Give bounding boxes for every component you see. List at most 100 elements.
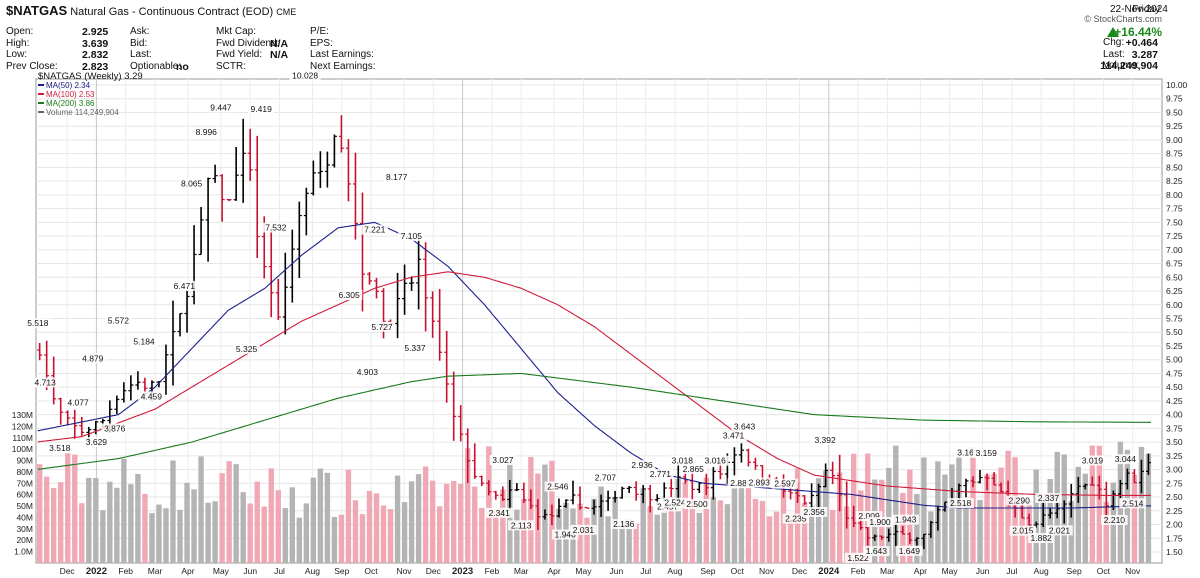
quote-value: +0.464 xyxy=(1125,37,1158,49)
volume-bar xyxy=(998,467,1004,563)
volume-bar xyxy=(93,477,99,563)
quote-label: High: xyxy=(6,37,30,49)
quote-day: Friday xyxy=(1132,4,1160,15)
volume-bar xyxy=(703,477,710,563)
instrument-name: Natural Gas - Continuous Contract (EOD) xyxy=(70,6,274,18)
volume-bar xyxy=(198,456,204,563)
annotation-label: 3.392 xyxy=(814,435,836,445)
volume-bar xyxy=(51,487,57,563)
volume-bar xyxy=(696,512,703,563)
annotation-bg xyxy=(844,552,872,563)
volume-bar xyxy=(1131,474,1138,563)
volume-tick-label: 120M xyxy=(12,421,33,431)
annotation-bg xyxy=(46,443,74,454)
annotation-bg xyxy=(401,343,429,354)
annotation-bg xyxy=(207,102,235,113)
volume-bar xyxy=(436,506,443,563)
x-tick-label: Mar xyxy=(880,566,895,576)
x-tick-label: 2023 xyxy=(452,566,473,577)
annotation-bg xyxy=(101,423,128,434)
volume-bar xyxy=(1103,501,1110,563)
copyright: © StockCharts.com xyxy=(1084,14,1162,24)
annotation-bg xyxy=(368,321,396,332)
volume-bar xyxy=(296,517,303,563)
x-tick-label: Feb xyxy=(851,566,866,576)
price-tick-label: 8.50 xyxy=(1166,162,1183,172)
price-tick-label: 9.75 xyxy=(1166,94,1183,104)
quote-label: Bid: xyxy=(130,37,148,49)
annotation-label: 5.184 xyxy=(133,337,155,347)
volume-bar xyxy=(914,493,920,563)
volume-bar xyxy=(191,489,197,563)
annotation-bg xyxy=(647,469,674,480)
annotation-label: 4.879 xyxy=(82,353,104,363)
x-tick-label: May xyxy=(213,566,230,576)
annotation-label: 3.044 xyxy=(1115,454,1137,464)
price-tick-label: 5.25 xyxy=(1166,341,1183,351)
price-tick-label: 7.00 xyxy=(1166,245,1183,255)
price-tick-label: 2.00 xyxy=(1166,520,1183,530)
volume-bar xyxy=(893,445,899,563)
price-tick-label: 2.25 xyxy=(1166,506,1183,516)
volume-bar xyxy=(443,483,450,563)
annotation-bg xyxy=(354,367,381,378)
annotation-bg xyxy=(289,70,321,81)
annotation-label: 5.325 xyxy=(236,344,258,354)
x-tick-label: Apr xyxy=(914,566,927,576)
volume-bar xyxy=(247,503,253,563)
price-tick-label: 10.00 xyxy=(1166,80,1188,90)
volume-bar xyxy=(163,508,169,563)
volume-bar xyxy=(612,498,618,563)
volume-bar xyxy=(387,509,394,563)
volume-bars xyxy=(36,441,1152,563)
annotation-bg xyxy=(138,391,165,402)
x-tick-label: Nov xyxy=(759,566,775,576)
x-tick-label: Sep xyxy=(1067,566,1082,576)
annotation-bg xyxy=(262,222,290,233)
annotation-label: 2.021 xyxy=(1049,525,1071,535)
volume-bar xyxy=(359,514,366,563)
quote-label: Fwd Dividend: xyxy=(216,37,280,49)
volume-bar xyxy=(338,514,345,563)
ohlc-bars xyxy=(37,115,1151,550)
annotation-bg xyxy=(79,353,107,364)
annotation-label: 2.009 xyxy=(858,511,880,521)
annotation-bg xyxy=(866,517,894,528)
annotation-label: 1.900 xyxy=(869,517,891,527)
volume-bar xyxy=(394,475,401,563)
volume-bar xyxy=(514,509,520,563)
quote-value: 2.925 xyxy=(82,26,109,38)
annotation-label: 9.419 xyxy=(251,104,273,114)
annotation-bg xyxy=(31,377,59,388)
price-tick-label: 5.75 xyxy=(1166,314,1183,324)
volume-tick-label: 90M xyxy=(16,456,33,466)
volume-bar xyxy=(422,466,429,563)
up-arrow-icon xyxy=(1107,27,1119,37)
annotation-bg xyxy=(361,224,388,235)
volume-bar xyxy=(682,482,688,563)
x-tick-label: Jun xyxy=(243,566,257,576)
volume-bar xyxy=(331,516,338,563)
annotation-bg xyxy=(1112,454,1139,465)
volume-bar xyxy=(429,480,436,563)
quote-value: 114,249,904 xyxy=(1100,60,1158,72)
annotation-bg xyxy=(1101,514,1128,525)
annotation-bg xyxy=(731,421,758,432)
annotation-bg xyxy=(745,477,773,488)
volume-bar xyxy=(219,473,225,563)
annotation-label: 3.016 xyxy=(705,456,727,466)
volume-bar xyxy=(528,456,534,563)
annotation-bg xyxy=(1005,495,1033,506)
annotation-bg xyxy=(233,343,260,354)
volume-bar xyxy=(963,502,969,563)
annotation-label: 2.518 xyxy=(950,498,972,508)
annotation-bg xyxy=(1035,493,1062,504)
volume-bar xyxy=(689,500,695,563)
volume-bar xyxy=(1089,445,1095,563)
volume-bar xyxy=(752,498,759,563)
x-tick-label: Sep xyxy=(700,566,715,576)
volume-bar xyxy=(345,469,352,563)
price-tick-label: 9.50 xyxy=(1166,107,1183,117)
price-tick-label: 1.50 xyxy=(1166,547,1183,557)
volume-tick-label: 80M xyxy=(16,467,33,477)
